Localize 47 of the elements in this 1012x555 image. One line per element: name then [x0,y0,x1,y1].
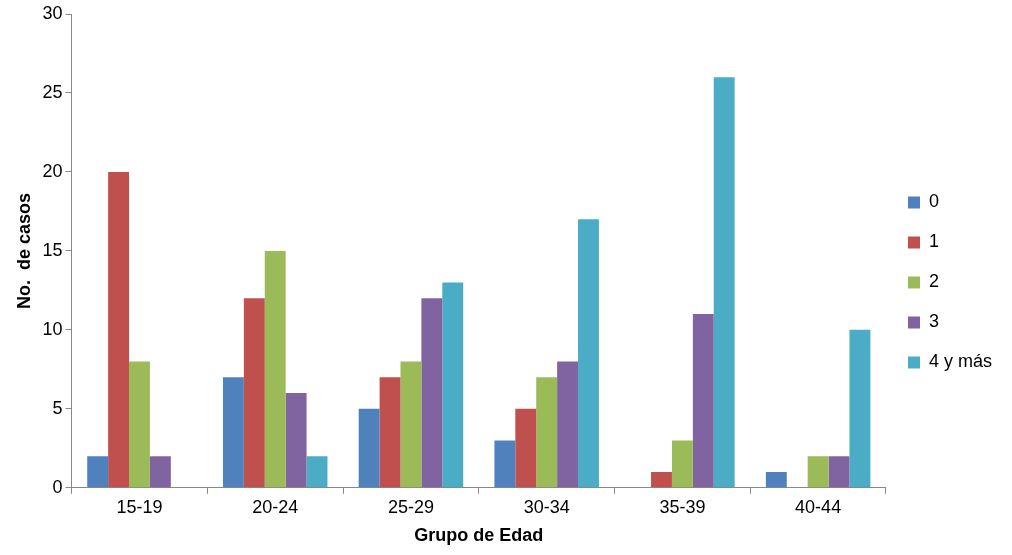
legend-label: 2 [928,271,939,292]
bar [108,171,130,488]
bar [222,377,244,488]
bar [807,456,829,488]
bar [692,314,714,488]
y-tick-label: 15 [42,239,63,260]
x-tick-label: 20-24 [252,496,299,517]
bar [306,456,328,488]
bar [494,440,516,488]
bar [400,361,422,488]
x-tick-label: 30-34 [523,496,570,517]
bar [149,456,171,488]
x-tick-label: 40-44 [795,496,842,517]
x-tick-label: 35-39 [659,496,706,517]
bar [713,77,735,488]
y-tick-label: 20 [42,160,63,181]
bar [515,408,537,488]
bar [421,298,443,488]
bar [285,393,307,488]
bar [87,456,109,488]
bar [671,440,693,488]
legend-label: 4 y más [928,351,993,372]
bar [651,472,672,488]
x-tick-label: 25-29 [387,496,434,517]
bar [379,377,401,488]
bar [442,282,464,488]
bar [828,456,850,488]
bar [129,361,150,488]
bar [578,219,599,488]
legend-label: 1 [928,231,939,252]
legend-label: 0 [928,191,939,212]
bar [849,329,871,488]
bar [358,408,380,488]
legend-label: 3 [928,311,939,332]
y-tick-label: 0 [52,476,63,497]
y-tick-label: 10 [42,318,63,339]
y-tick-label: 5 [52,397,63,418]
bar [557,361,579,488]
bar [243,298,265,488]
bar [536,377,558,488]
y-tick-label: 25 [42,81,63,102]
bar [264,250,286,488]
x-tick-label: 15-19 [116,496,163,517]
y-axis-title: No. de casos [13,192,34,309]
bar [765,472,787,488]
y-tick-label: 30 [42,2,63,23]
x-axis-title: Grupo de Edad [414,525,544,546]
